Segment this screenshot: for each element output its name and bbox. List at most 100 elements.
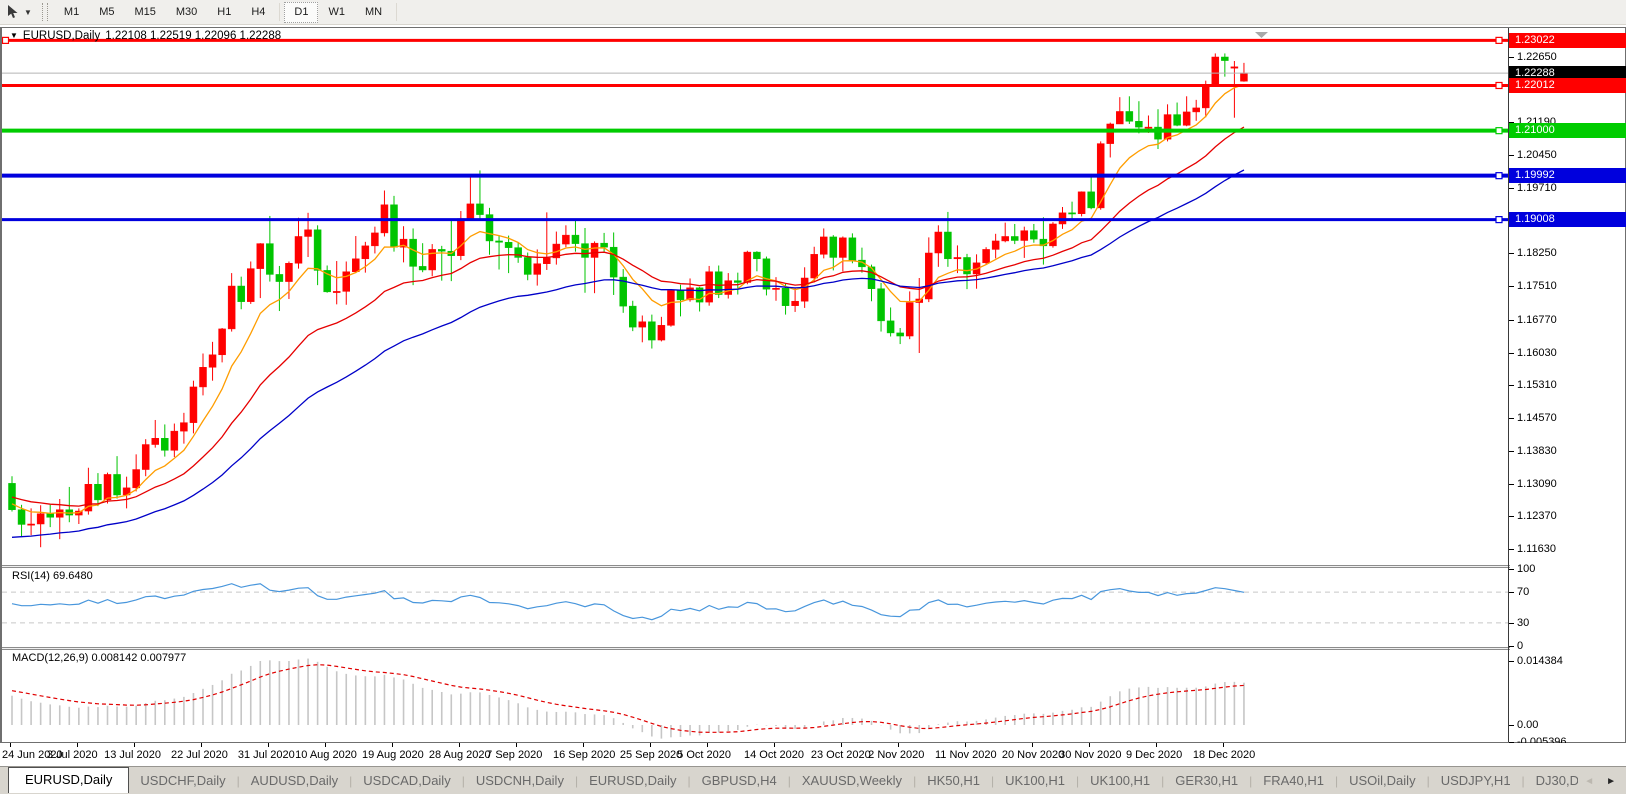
candle-bull: [170, 423, 179, 458]
timeframe-button-W1[interactable]: W1: [328, 5, 345, 18]
chart-tab-XAUUSD-Weekly[interactable]: XAUUSD,Weekly: [801, 773, 903, 788]
candle-bull: [1211, 53, 1220, 87]
time-axis-tick: [1222, 743, 1224, 747]
candle-bull: [839, 236, 847, 272]
chart-tab-UK100-H1[interactable]: UK100,H1: [1005, 773, 1066, 788]
tab-scroll-right-icon[interactable]: ►: [1606, 776, 1616, 787]
axis-tick-mark: [1509, 122, 1514, 124]
candle-bull: [399, 226, 408, 263]
rsi-indicator-pane[interactable]: [2, 568, 1508, 647]
chart-tab-HK50-H1[interactable]: HK50,H1: [927, 773, 980, 788]
candle-bull: [705, 265, 713, 306]
axis-tick-mark: [1509, 549, 1514, 550]
chart-tab-AUDUSD-Daily[interactable]: AUDUSD,Daily: [250, 773, 339, 788]
candle-bull: [428, 244, 436, 277]
hline-handle-icon[interactable]: [1495, 216, 1503, 224]
time-axis-tick: [516, 743, 518, 747]
candle-bull: [466, 176, 475, 221]
timeframe-button-M15[interactable]: M15: [134, 5, 156, 18]
hline-handle-icon[interactable]: [1495, 127, 1503, 135]
candle-bull: [562, 225, 570, 248]
candle-bull: [1020, 226, 1029, 258]
tab-scroll-buttons: ◄ ►: [1578, 768, 1626, 794]
chart-tab-USOil-Daily[interactable]: USOil,Daily: [1349, 773, 1416, 788]
time-axis-label: 13 Jul 2020: [104, 749, 162, 761]
price-tick-label: 1.18250: [1517, 247, 1557, 260]
time-axis-tick: [134, 743, 136, 747]
chart-tab-EURUSD-Daily[interactable]: EURUSD,Daily: [8, 767, 130, 793]
chart-tab-UK100-H1[interactable]: UK100,H1: [1090, 773, 1151, 788]
candle-bear: [390, 195, 398, 252]
timeframe-button-D1[interactable]: D1: [284, 1, 319, 23]
macd-indicator-pane[interactable]: [2, 650, 1508, 742]
chart-tab-USDCHF-Daily[interactable]: USDCHF,Daily: [140, 773, 226, 788]
candle-bull: [208, 341, 217, 381]
candle-bear: [65, 486, 74, 523]
toolbar-separator: [279, 3, 281, 21]
tab-separator: |: [1076, 773, 1080, 788]
candle-bear: [867, 264, 876, 302]
cursor-tool-icon[interactable]: [4, 3, 22, 21]
chart-tab-USDCAD-Daily[interactable]: USDCAD,Daily: [363, 773, 451, 788]
hline-handle-icon[interactable]: [1495, 172, 1503, 180]
candle-bull: [1049, 222, 1057, 248]
candle-bull: [380, 190, 389, 237]
candle-bull: [657, 316, 666, 342]
candle-bear: [46, 504, 54, 528]
timeframe-button-H1[interactable]: H1: [217, 5, 232, 18]
chart-tab-EURUSD-Daily[interactable]: EURUSD,Daily: [589, 773, 677, 788]
candle-bear: [1125, 96, 1134, 124]
cursor-tool-dropdown-icon[interactable]: ▼: [24, 7, 32, 17]
price-chart-pane[interactable]: [2, 29, 1508, 565]
tab-separator: |: [990, 773, 995, 788]
candle-bear: [963, 253, 971, 290]
time-axis-label: 16 Sep 2020: [553, 749, 616, 761]
timeframe-button-group: M1 M5 M15 M30 H1 H4 D1 W1 MN: [54, 1, 401, 23]
axis-tick-mark: [1509, 646, 1514, 647]
timeframe-button-M1[interactable]: M1: [63, 5, 80, 18]
axis-tick-mark: [1509, 417, 1514, 419]
hline-handle-icon[interactable]: [1495, 81, 1503, 90]
candle-bull: [743, 250, 752, 285]
hline-handle-icon[interactable]: [1495, 36, 1503, 44]
toolbar-grip-handle[interactable]: [41, 3, 48, 21]
price-axis-border: [1508, 28, 1509, 742]
timeframe-button-M30[interactable]: M30: [175, 5, 198, 18]
axis-tick-mark: [1509, 384, 1514, 386]
candle-bear: [781, 283, 790, 315]
candle-bull: [982, 247, 990, 266]
chart-tab-USDCNH-Daily[interactable]: USDCNH,Daily: [475, 773, 564, 788]
chart-tab-FRA40-H1[interactable]: FRA40,H1: [1263, 773, 1324, 788]
tab-separator: |: [349, 773, 353, 788]
tab-separator: |: [913, 773, 917, 788]
hline-handle-icon[interactable]: [2, 36, 10, 44]
axis-tick-mark: [1509, 661, 1514, 662]
candle-bear: [8, 476, 16, 512]
candle-bear: [886, 307, 895, 337]
candle-bull: [180, 412, 188, 444]
pane-separator-price-rsi[interactable]: [2, 565, 1510, 568]
candle-bear: [1173, 102, 1181, 127]
axis-tick-mark: [1509, 253, 1514, 255]
rsi-tick-label: 100: [1517, 563, 1536, 575]
time-axis-tick: [325, 743, 327, 747]
time-axis: 24 Jun 2020 3 Jul 2020 13 Jul 2020 22 Jul 2…: [0, 743, 1626, 766]
chart-tab-USDJPY-H1[interactable]: USDJPY,H1: [1440, 773, 1511, 788]
timeframe-button-MN[interactable]: MN: [364, 5, 383, 18]
candle-bear: [266, 215, 274, 282]
chart-shift-marker-icon[interactable]: [1255, 32, 1268, 38]
timeframe-button-M5[interactable]: M5: [99, 5, 115, 18]
time-axis-label: 5 Oct 2020: [677, 749, 731, 761]
candle-bull: [294, 217, 303, 269]
time-axis-label: 28 Aug 2020: [428, 749, 491, 761]
timeframe-button-H4[interactable]: H4: [251, 5, 266, 18]
candle-bull: [199, 353, 207, 396]
chart-title-caret-icon[interactable]: ▼: [10, 31, 18, 40]
chart-tab-GER30-H1[interactable]: GER30,H1: [1175, 773, 1239, 788]
macd-signal-line: [11, 664, 1245, 733]
price-tick-label: 1.19710: [1517, 182, 1557, 195]
pane-separator-rsi-macd[interactable]: [2, 647, 1510, 650]
chart-tab-GBPUSD-H4[interactable]: GBPUSD,H4: [701, 773, 777, 788]
chart-symbol-label: EURUSD,Daily: [22, 30, 101, 42]
tab-scroll-left-icon[interactable]: ◄: [1584, 776, 1595, 787]
